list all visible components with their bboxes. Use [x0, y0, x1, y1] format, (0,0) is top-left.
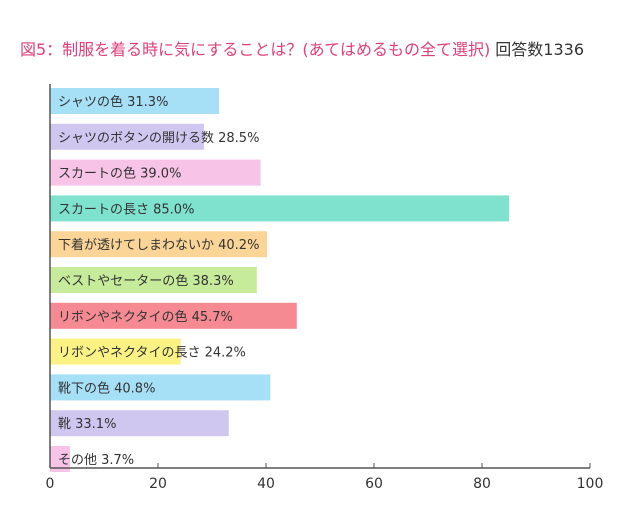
- bars-group: シャツの色 31.3% シャツのボタンの開ける数 28.5% スカートの色 39.0…: [50, 88, 509, 472]
- bar-data-label: 靴 33.1%: [58, 417, 116, 432]
- bar-data-label: リボンやネクタイの長さ 24.2%: [58, 346, 246, 361]
- chart-title: 図5：制服を着る時に気にすることは？(あてはめるもの全て選択) 回答数1336: [20, 40, 584, 60]
- response-count: 回答数1336: [495, 40, 585, 59]
- bar: [50, 88, 220, 114]
- bar: [50, 231, 268, 258]
- chart-title-main: 図5：制服を着る時に気にすることは？(あてはめるもの全て選択): [20, 40, 491, 59]
- bar-data-label: 靴下の色 40.8%: [58, 380, 155, 396]
- bar: [50, 338, 181, 365]
- x-tick-label: 60: [365, 476, 383, 492]
- bar: [50, 123, 204, 150]
- x-tick-label: 0: [46, 476, 55, 492]
- x-axis: 0 20 40 60 80 100: [46, 84, 604, 492]
- bar-data-label: リボンやネクタイの色 45.7%: [58, 309, 233, 325]
- bar-data-label: その他 3.7%: [58, 453, 134, 468]
- bar-data-label: シャツの色 31.3%: [58, 94, 168, 110]
- bar-data-label: スカートの長さ 85.0%: [58, 202, 194, 217]
- bar: [50, 159, 261, 186]
- x-tick-label: 80: [473, 476, 491, 492]
- bar: [50, 195, 509, 222]
- x-tick-label: 40: [257, 476, 275, 492]
- bar-data-label: ベストやセーターの色 38.3%: [58, 273, 234, 289]
- bar: [50, 446, 70, 472]
- bar-data-label: スカートの色 39.0%: [58, 166, 181, 182]
- bar: [50, 410, 229, 437]
- bar: [50, 374, 271, 401]
- x-tick-label: 20: [149, 476, 167, 492]
- bar-data-label: 下着が透けてしまわないか 40.2%: [58, 237, 259, 253]
- bar: [50, 267, 257, 293]
- x-tick-label: 100: [577, 476, 604, 492]
- bar: [50, 302, 297, 329]
- bar-data-label: シャツのボタンの開ける数 28.5%: [58, 131, 259, 146]
